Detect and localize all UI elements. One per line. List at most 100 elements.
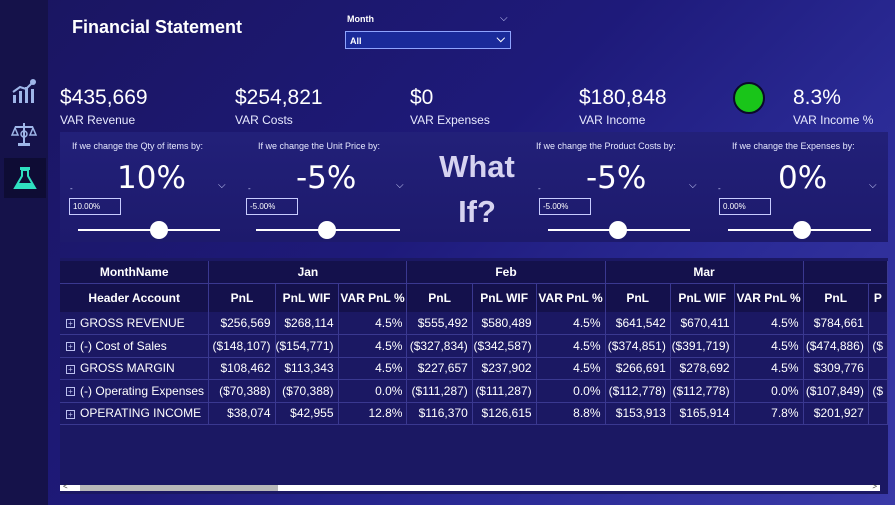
account-cell: + (-) Cost of Sales [60,334,210,358]
value-cell: 4.5% [536,334,606,358]
expand-icon[interactable]: + [66,409,75,419]
value-cell: $42,955 [275,402,339,425]
column-header[interactable]: VAR PnL % [536,282,606,312]
month-slicer-value: All [350,36,362,46]
table-row[interactable]: + GROSS REVENUE $256,569 $268,114 4.5% $555,4… [60,312,888,335]
kpi-value: $254,821 [235,86,323,109]
column-header[interactable]: PnL WIF [275,282,339,312]
value-cell: ($112,778) [670,379,735,403]
chevron-down-icon[interactable]: ⌵ [869,180,877,191]
what-if-input[interactable]: 10.00% [69,198,121,215]
month-header[interactable]: Feb [406,261,606,283]
slider-handle[interactable] [150,221,168,239]
what-if-unit-price: If we change the Unit Price by: -5% - ⌵ … [246,132,416,242]
what-if-input[interactable]: 0.00% [719,198,771,215]
what-if-panel: If we change the Qty of items by: 10% - … [60,132,888,242]
month-header[interactable] [803,261,888,283]
value-cell [868,357,888,380]
column-header[interactable]: VAR PnL % [734,282,804,312]
value-cell [868,312,888,335]
value-cell: ($112,778) [605,379,671,403]
column-header[interactable]: PnL [208,282,276,312]
slider-track[interactable] [78,229,220,231]
value-cell: $201,927 [803,402,869,425]
value-cell: $309,776 [803,357,869,380]
sidebar-item-chart[interactable] [6,74,42,110]
value-cell: ($107,849) [803,379,869,403]
value-cell: $580,489 [472,312,537,335]
chevron-down-icon[interactable]: ⌵ [218,180,226,191]
what-if-label: If we change the Product Costs by: [536,141,676,151]
what-if-value: 10% [117,160,186,196]
kpi-var-expenses: $0 VAR Expenses [410,86,490,127]
chevron-down-icon[interactable]: ⌵ [500,13,508,24]
expand-icon[interactable]: + [66,387,75,397]
column-header[interactable]: PnL [803,282,869,312]
status-indicator [733,82,765,114]
account-cell: + GROSS REVENUE [60,312,210,335]
kpi-var-revenue: $435,669 VAR Revenue [60,86,148,127]
what-if-value: 0% [778,160,828,196]
expand-icon[interactable]: + [66,319,75,329]
table-row[interactable]: + GROSS MARGIN $108,462 $113,343 4.5% $227,65… [60,357,888,380]
column-header-month[interactable]: MonthName [60,261,210,283]
what-if-input[interactable]: -5.00% [246,198,298,215]
pnl-table: MonthName Jan Feb Mar Header Account PnL… [60,261,888,425]
column-header[interactable]: VAR PnL % [338,282,408,312]
month-slicer-dropdown[interactable]: All ⌵ [345,31,511,49]
value-cell: $113,343 [275,357,339,380]
scroll-left-icon[interactable]: < [63,482,68,491]
kpi-value: $180,848 [579,86,667,109]
column-header[interactable]: PnL WIF [670,282,735,312]
value-cell: 12.8% [338,402,408,425]
column-header[interactable]: PnL [406,282,473,312]
chevron-down-icon[interactable]: ⌵ [689,180,697,191]
value-cell: $153,913 [605,402,671,425]
what-if-title-line: What [439,149,515,184]
value-cell: 8.8% [536,402,606,425]
flask-icon [13,167,37,189]
column-header[interactable]: P [868,282,888,312]
horizontal-scrollbar[interactable]: < > [60,482,880,491]
sidebar-item-flask[interactable] [4,158,46,198]
value-cell: 4.5% [338,312,408,335]
slider-handle[interactable] [609,221,627,239]
table-row[interactable]: + OPERATING INCOME $38,074 $42,955 12.8% $116… [60,402,888,425]
month-header[interactable]: Jan [208,261,408,283]
table-row[interactable]: + (-) Operating Expenses ($70,388) ($70,388… [60,379,888,403]
what-if-dash: - [248,184,251,193]
sidebar-item-scale[interactable] [6,116,42,152]
slider-handle[interactable] [793,221,811,239]
value-cell: ($391,719) [670,334,735,358]
column-header-account[interactable]: Header Account [60,282,210,312]
value-cell: ($70,388) [208,379,276,403]
month-slicer-label: Month [347,14,374,24]
value-cell: $641,542 [605,312,671,335]
what-if-input[interactable]: -5.00% [539,198,591,215]
value-cell: 4.5% [536,312,606,335]
scrollbar-thumb[interactable] [80,485,278,491]
account-label: OPERATING INCOME [80,406,202,421]
what-if-product-costs: If we change the Product Costs by: -5% -… [536,132,706,242]
scroll-right-icon[interactable]: > [872,482,877,491]
account-label: GROSS REVENUE [80,316,185,330]
what-if-value: -5% [296,160,357,196]
account-label: (-) Operating Expenses [80,383,205,398]
expand-icon[interactable]: + [66,342,75,352]
value-cell: 0.0% [734,379,804,403]
slider-handle[interactable] [318,221,336,239]
month-header[interactable]: Mar [605,261,804,283]
expand-icon[interactable]: + [66,364,75,374]
account-cell: + (-) Operating Expenses [60,379,210,403]
value-cell: $237,902 [472,357,537,380]
column-header[interactable]: PnL WIF [472,282,537,312]
value-cell: ($70,388) [275,379,339,403]
table-row[interactable]: + (-) Cost of Sales ($148,107) ($154,771) 4.… [60,334,888,358]
value-cell: ($111,287) [406,379,473,403]
column-header[interactable]: PnL [605,282,671,312]
value-cell: 4.5% [338,334,408,358]
what-if-label: If we change the Qty of items by: [72,141,204,151]
chevron-down-icon[interactable]: ⌵ [396,180,404,191]
what-if-expenses: If we change the Expenses by: 0% - ⌵ 0.0… [716,132,888,242]
kpi-value: $435,669 [60,86,148,109]
